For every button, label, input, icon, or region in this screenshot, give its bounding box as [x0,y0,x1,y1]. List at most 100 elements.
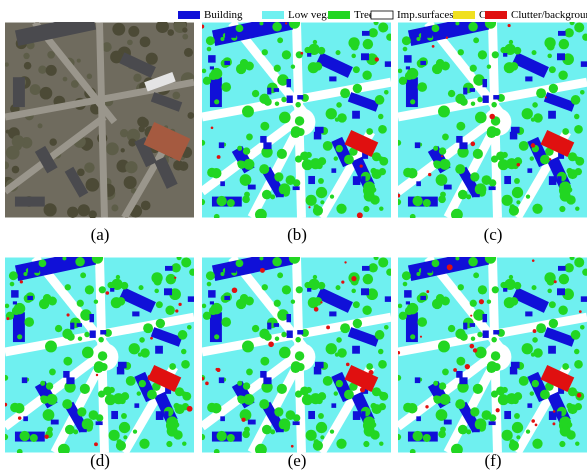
clutter-noise [260,268,265,273]
clutter-noise [517,163,520,166]
clutter-noise [360,164,363,167]
clutter-noise [20,280,23,283]
panel-image [199,14,394,221]
clutter-noise [300,52,303,55]
clutter-noise [291,445,294,448]
clutter-noise [187,406,193,412]
legend-swatch [328,11,350,19]
clutter-noise [18,416,21,419]
clutter-noise [552,422,555,425]
prediction-map [199,249,394,456]
clutter-noise [201,377,205,381]
clutter-noise [368,370,373,375]
panel-label: (d) [90,451,110,470]
clutter-noise [432,45,435,48]
legend-label: Imp.surfaces [397,9,454,21]
clutter-noise [577,393,582,398]
clutter-noise [535,424,538,427]
clutter-noise [360,387,365,392]
clutter-noise [175,309,178,312]
clutter-noise [425,405,428,408]
clutter-noise [479,299,484,304]
clutter-noise [105,291,109,295]
clutter-noise [508,24,511,27]
panel-image [199,249,394,456]
panel-image [395,14,587,221]
clutter-noise [3,403,7,407]
clutter-noise [375,57,379,61]
legend-label: Low veg. [288,9,330,21]
clutter-noise [200,25,204,29]
clutter-noise [396,194,400,198]
legend-label: Building [204,9,243,21]
clutter-noise [6,317,9,320]
clutter-noise [96,374,98,376]
panel-image [395,249,587,456]
clutter-noise [554,280,557,283]
aerial-image [1,14,195,219]
clutter-noise [217,155,221,159]
clutter-noise [470,315,472,317]
clutter-noise [447,264,453,270]
clutter-noise [326,325,330,329]
clutter-noise [579,310,582,313]
clutter-noise [268,341,274,347]
figure: BuildingLow veg.TreeImp.surfacesCarClutt… [0,0,587,472]
clutter-noise [446,37,448,39]
panel-label: (b) [287,225,307,244]
panel-label: (f) [485,451,502,470]
clutter-noise [428,173,431,176]
clutter-noise [397,351,400,354]
legend-swatch [371,11,393,19]
legend-swatch [178,11,200,19]
prediction-map [199,14,394,221]
clutter-noise [470,344,475,349]
clutter-noise [44,434,48,438]
clutter-noise [314,307,319,312]
clutter-noise [357,212,363,218]
clutter-noise [150,337,153,340]
page: BuildingLow veg.TreeImp.surfacesCarClutt… [0,0,587,472]
clutter-noise [285,22,287,24]
clutter-noise [489,114,495,120]
clutter-noise [344,261,346,263]
clutter-noise [531,143,536,148]
clutter-noise [553,410,556,413]
clutter-noise [453,368,457,372]
prediction-map [395,249,587,456]
clutter-noise [549,158,551,160]
panel-image [2,249,197,456]
clutter-noise [174,277,176,279]
clutter-noise [178,303,181,306]
clutter-noise [216,368,220,372]
clutter-noise [351,276,356,281]
clutter-noise [346,363,350,367]
clutter-noise [67,313,70,316]
clutter-noise [232,287,238,293]
legend-swatch [262,11,284,19]
legend-label: Clutter/background [511,9,587,21]
clutter-noise [205,382,209,386]
clutter-noise [496,408,500,412]
clutter-noise [241,418,245,422]
clutter-noise [473,348,477,352]
panel-label: (e) [288,451,307,470]
panels: (a)(b)(c)(d)(e)(f) [1,14,587,470]
clutter-noise [470,142,475,147]
clutter-noise [308,206,310,208]
clutter-noise [94,442,98,446]
clutter-noise [545,96,547,98]
clutter-noise [148,375,152,379]
panel-label: (a) [91,225,110,244]
clutter-noise [211,126,214,129]
prediction-map [2,249,197,456]
clutter-noise [533,329,537,333]
panel-image [1,14,195,219]
clutter-noise [441,155,443,157]
clutter-noise [341,281,344,284]
clutter-noise [532,259,535,262]
clutter-noise [320,301,322,303]
legend-swatch [485,11,507,19]
clutter-noise [420,336,422,338]
